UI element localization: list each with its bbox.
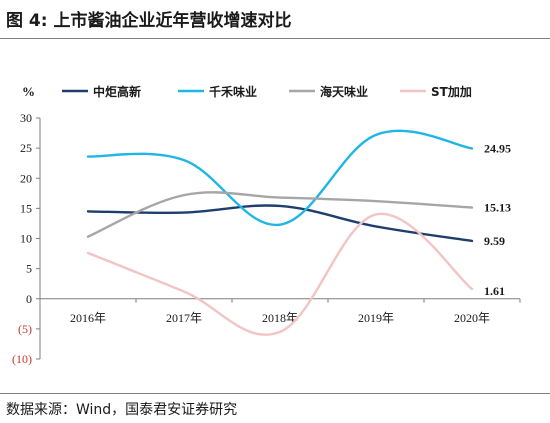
y-tick-label: (5) — [18, 322, 32, 336]
end-value-label: 1.61 — [484, 284, 505, 298]
x-tick-label: 2018年 — [262, 311, 298, 325]
x-tick-label: 2017年 — [166, 311, 202, 325]
source-divider — [0, 393, 550, 394]
legend: 中炬高新 千禾味业 海天味业 ST加加 — [62, 84, 472, 99]
x-tick-label: 2016年 — [70, 311, 106, 325]
series-line-3 — [86, 191, 474, 238]
legend-label: 千禾味业 — [209, 84, 257, 99]
legend-label: 中炬高新 — [93, 84, 141, 99]
title-divider — [0, 38, 550, 39]
line-chart: 中炬高新 千禾味业 海天味业 ST加加 % 30 25 20 15 10 5 0 (5) (10) 20… — [12, 84, 521, 366]
series-line-4 — [86, 212, 474, 336]
y-tick-label: 15 — [20, 201, 32, 215]
y-tick-label: 0 — [26, 292, 32, 306]
end-value-label: 9.59 — [484, 234, 505, 248]
legend-label: ST加加 — [431, 84, 472, 99]
series-line-2 — [86, 129, 474, 226]
series-layer — [86, 129, 474, 336]
y-tick-label: 10 — [20, 232, 32, 246]
legend-label: 海天味业 — [320, 84, 368, 99]
figure-title: 图 4: 上市酱油企业近年营收增速对比 — [6, 11, 292, 31]
y-tick-label: (10) — [12, 352, 32, 366]
y-tick-label: 5 — [26, 262, 32, 276]
series-line-1 — [86, 204, 474, 243]
source-note: 数据来源：Wind，国泰君安证券研究 — [6, 402, 238, 418]
end-labels: 9.59 24.95 15.13 1.61 — [484, 141, 511, 298]
y-axis-unit: % — [22, 84, 35, 99]
end-value-label: 15.13 — [484, 201, 511, 215]
end-value-label: 24.95 — [484, 141, 511, 155]
x-tick-label: 2019年 — [358, 311, 394, 325]
y-tick-label: 25 — [20, 141, 32, 155]
x-tick-label: 2020年 — [454, 311, 490, 325]
y-tick-label: 20 — [20, 171, 32, 185]
axes: 30 25 20 15 10 5 0 (5) (10) 2016年 2017年 2018年 2019年 2… — [12, 111, 521, 366]
y-tick-label: 30 — [20, 111, 32, 125]
